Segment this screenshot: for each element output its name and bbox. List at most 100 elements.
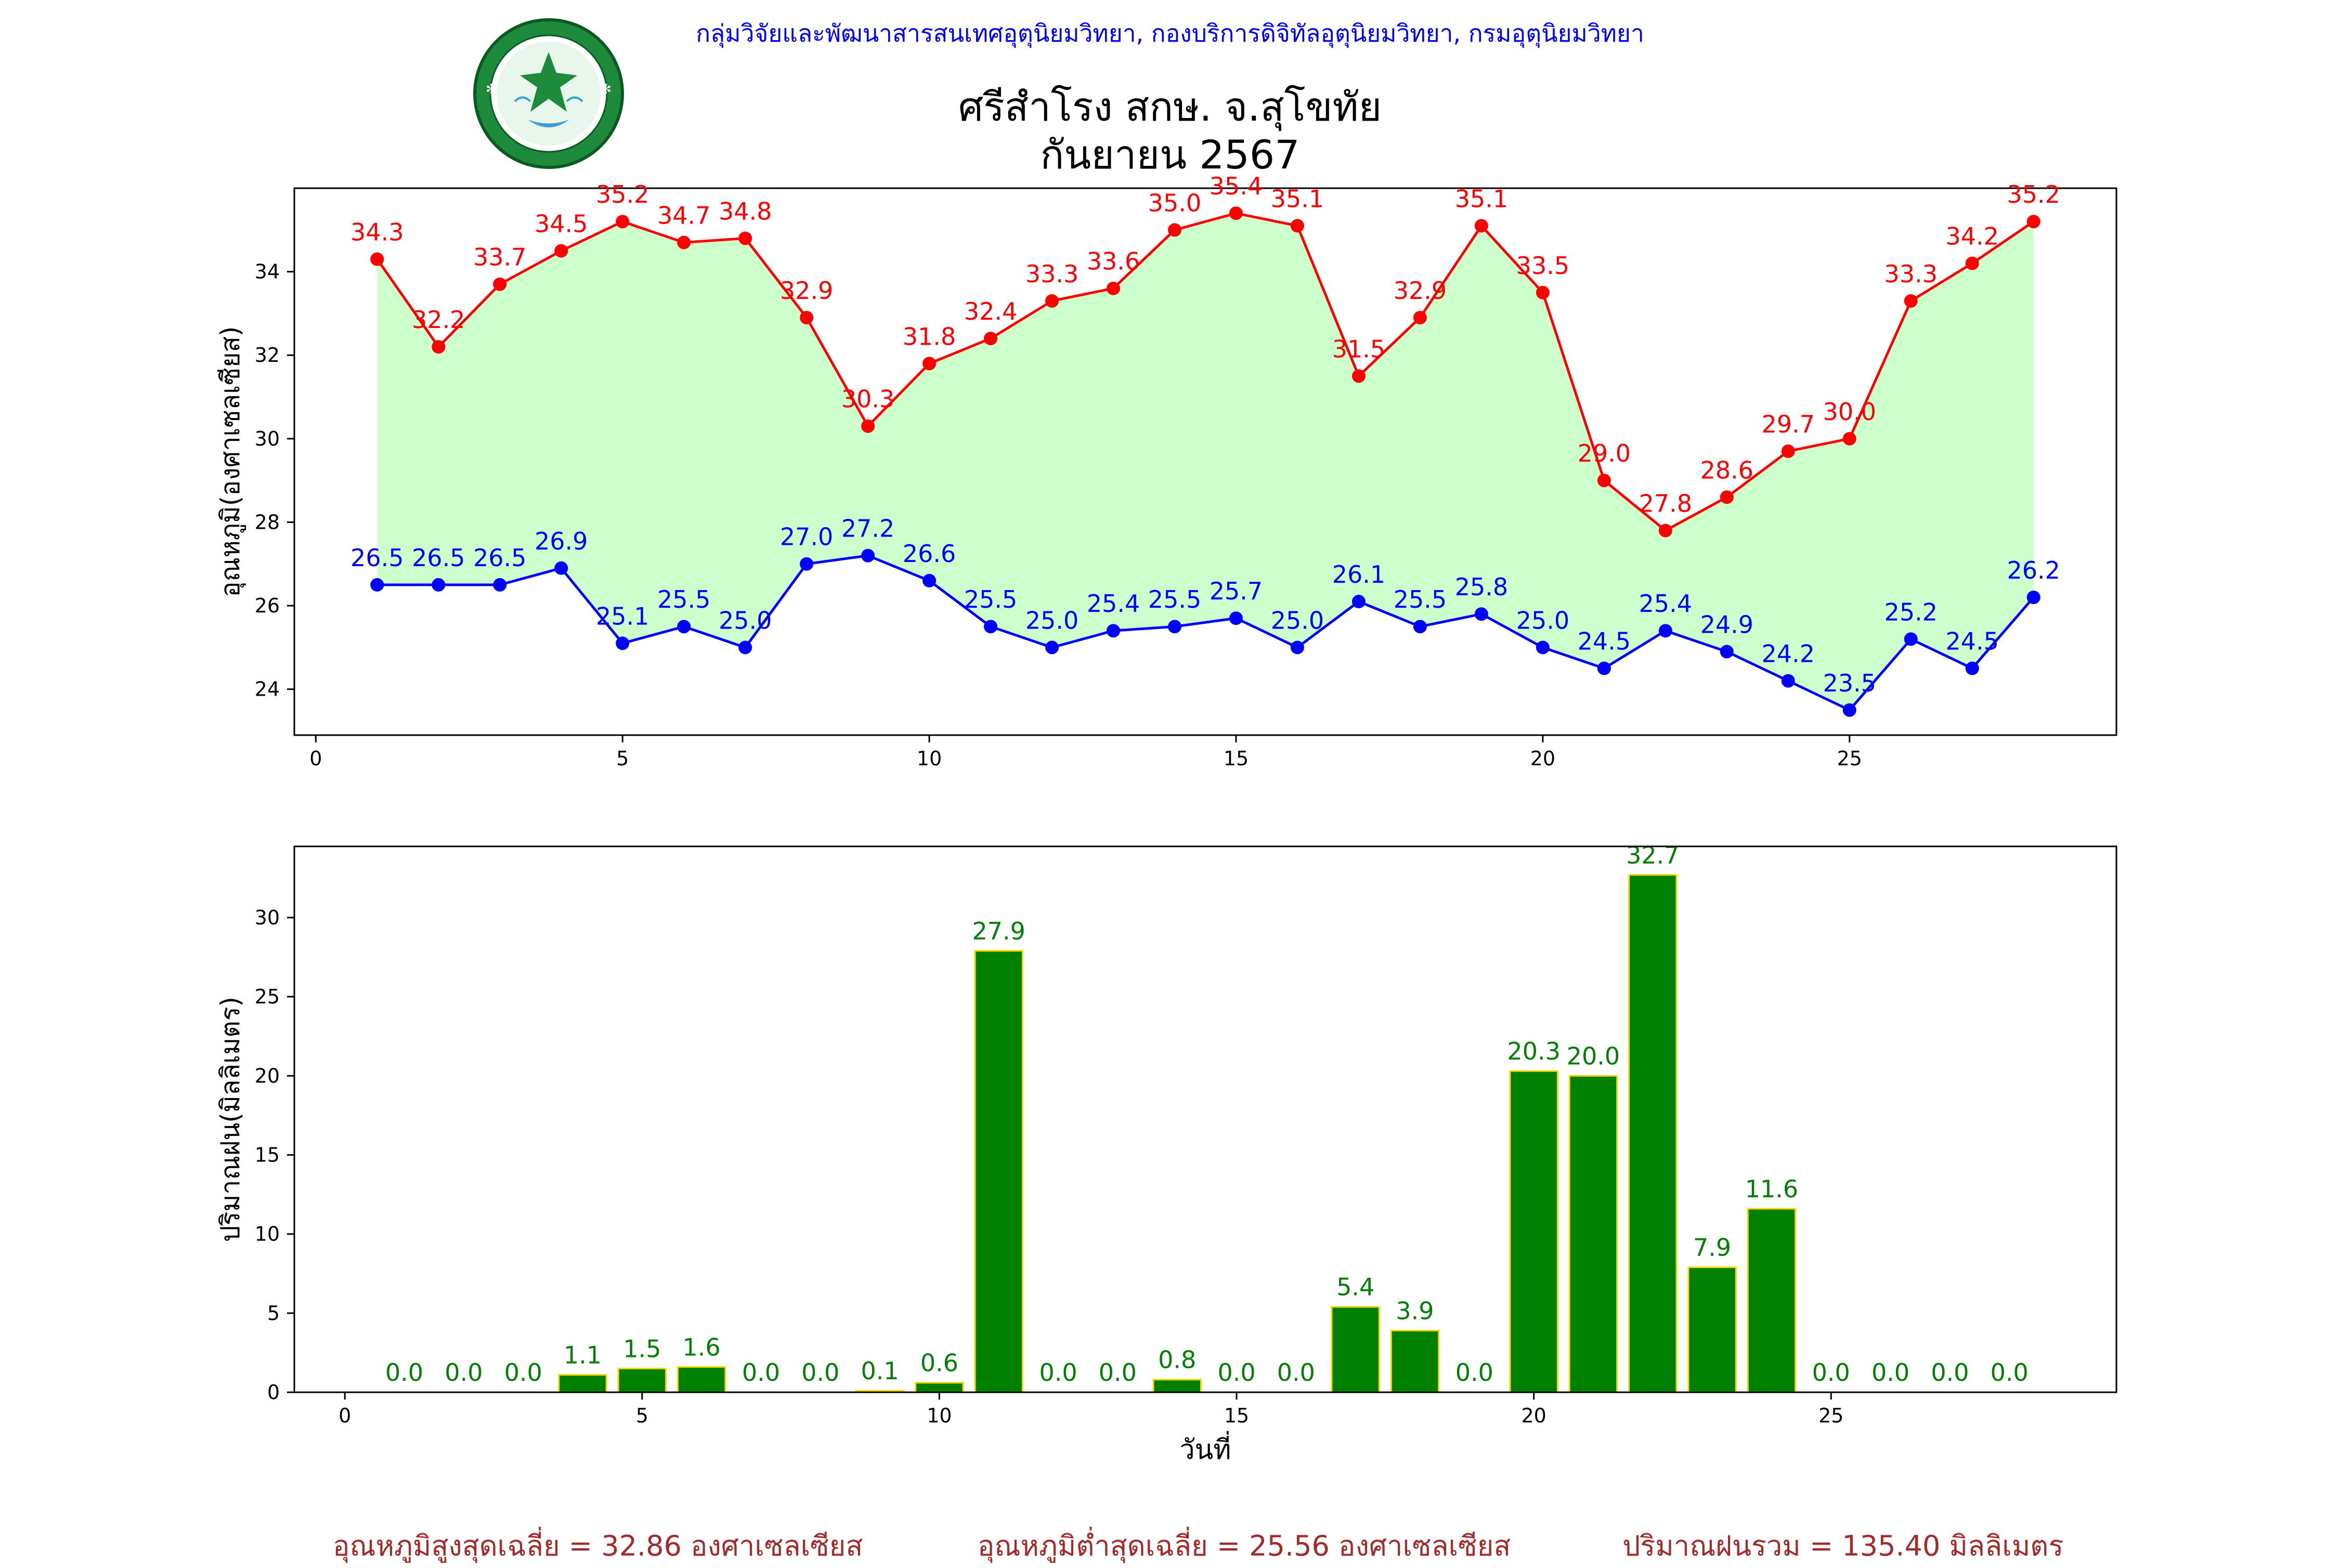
rain-bar-label: 0.1 — [861, 1357, 899, 1385]
point-min — [1045, 641, 1059, 655]
temperature-plot-frame — [293, 187, 2117, 736]
data-label-min: 25.4 — [1639, 590, 1692, 618]
y-tick-label: 30 — [255, 427, 280, 450]
rain-bar — [1509, 1070, 1558, 1393]
rain-bar-label: 27.9 — [972, 917, 1025, 945]
point-min — [1229, 611, 1243, 625]
series-line-max — [376, 212, 2035, 532]
data-label-max: 31.5 — [1332, 335, 1385, 363]
point-min — [493, 578, 507, 592]
rain-bar — [1331, 1306, 1380, 1393]
point-max — [1168, 223, 1182, 237]
point-min — [1168, 620, 1182, 634]
rain-bar-label: 0.0 — [445, 1358, 483, 1387]
point-min — [1781, 674, 1795, 688]
data-label-min: 25.0 — [719, 606, 772, 634]
rain-bar-label: 0.0 — [1812, 1358, 1850, 1387]
data-label-min: 25.5 — [964, 585, 1017, 613]
point-max — [677, 236, 691, 250]
avg-min-temp-stat: อุณหภูมิต่ำสุดเฉลี่ย = 25.56 องศาเซลเซีย… — [978, 1530, 1511, 1562]
data-label-min: 24.9 — [1700, 610, 1753, 638]
x-tick-label: 5 — [616, 747, 629, 770]
data-label-max: 32.2 — [412, 306, 465, 334]
series-line-min — [377, 554, 2035, 712]
point-min — [800, 557, 814, 571]
data-label-min: 24.2 — [1762, 640, 1815, 668]
data-label-min: 26.1 — [1332, 560, 1385, 589]
rain-bar-label: 0.6 — [920, 1349, 958, 1377]
point-max — [1107, 281, 1121, 295]
rain-bar — [1747, 1208, 1797, 1393]
point-min — [1107, 624, 1121, 638]
rain-bar-label: 1.6 — [683, 1333, 721, 1361]
chart-title-line2: กันยายน 2567 — [1040, 132, 1300, 178]
data-label-max: 30.0 — [1823, 398, 1876, 426]
rain-bar — [1628, 874, 1678, 1393]
rain-bar — [1390, 1329, 1440, 1393]
x-tick-label: 15 — [1224, 747, 1249, 770]
point-max — [1474, 219, 1488, 233]
data-label-min: 26.5 — [412, 544, 465, 572]
point-max — [1351, 369, 1366, 383]
point-min — [922, 573, 937, 587]
chart-title: ศรีสำโรง สกษ. จ.สุโขทัย กันยายน 2567 — [0, 83, 2340, 179]
point-max — [616, 215, 630, 229]
data-label-max: 33.5 — [1516, 252, 1569, 280]
rain-bar-label: 1.5 — [623, 1335, 661, 1363]
point-min — [984, 620, 998, 634]
rain-bar-label: 0.0 — [1277, 1358, 1315, 1387]
point-min — [1658, 624, 1672, 638]
point-max — [1904, 294, 1918, 308]
point-max — [370, 252, 384, 266]
data-label-max: 27.8 — [1639, 490, 1692, 518]
x-tick-label: 20 — [1521, 1404, 1546, 1427]
data-label-max: 32.4 — [964, 297, 1017, 325]
rain-bar-label: 0.0 — [1991, 1358, 2029, 1387]
data-label-max: 29.7 — [1762, 410, 1815, 438]
footer-stats: อุณหภูมิสูงสุดเฉลี่ย = 32.86 องศาเซลเซีย… — [0, 1523, 2340, 1562]
point-max — [493, 277, 507, 291]
data-label-min: 26.9 — [535, 527, 588, 555]
rain-bar-label: 0.0 — [1455, 1358, 1493, 1387]
x-tick-label: 25 — [1837, 747, 1862, 770]
data-label-min: 27.2 — [841, 515, 894, 543]
rain-bar-label: 0.0 — [742, 1358, 780, 1387]
rain-bar-label: 0.0 — [504, 1358, 542, 1387]
data-label-min: 24.5 — [1946, 628, 1999, 656]
temperature-chart: 0 5 10 15 20 25 24 26 28 30 32 34 อุณหภูมิ(องศาเซลเซ… — [215, 172, 2117, 770]
point-min — [1413, 620, 1427, 634]
point-max — [861, 419, 875, 433]
data-label-max: 35.1 — [1271, 185, 1324, 213]
point-max — [1413, 310, 1427, 324]
data-label-max: 33.3 — [1025, 260, 1078, 288]
x-tick-label: 15 — [1224, 1404, 1249, 1427]
data-label-max: 28.6 — [1700, 456, 1753, 484]
x-tick-label: 25 — [1818, 1404, 1843, 1427]
rain-bar-label: 0.0 — [801, 1358, 839, 1387]
point-max — [1720, 490, 1734, 504]
data-label-min: 25.0 — [1271, 606, 1324, 634]
data-label-min: 25.4 — [1087, 590, 1140, 618]
data-label-min: 26.2 — [2007, 556, 2060, 584]
rain-bar-label: 0.0 — [1931, 1358, 1969, 1387]
point-min — [1597, 661, 1611, 675]
temperature-y-axis-label: อุณหภูมิ(องศาเซลเซียส) — [215, 326, 246, 597]
data-label-min: 25.0 — [1025, 606, 1078, 634]
header-org-line: กลุ่มวิจัยและพัฒนาสารสนเทศอุตุนิยมวิทยา,… — [696, 19, 1644, 47]
rain-bar-label: 0.0 — [385, 1358, 423, 1387]
point-min — [1720, 645, 1734, 659]
y-tick-label: 25 — [255, 985, 280, 1008]
point-max — [800, 310, 814, 324]
data-label-min: 25.7 — [1210, 577, 1263, 605]
rain-bar — [974, 950, 1023, 1393]
point-min — [1474, 607, 1488, 621]
rain-bar-label: 0.0 — [1217, 1358, 1255, 1387]
y-tick-label: 26 — [255, 594, 280, 617]
point-min — [861, 548, 875, 563]
x-tick-label: 10 — [927, 1404, 952, 1427]
data-label-max: 35.1 — [1455, 185, 1508, 213]
rainfall-x-axis-label: วันที่ — [1179, 1431, 1231, 1466]
point-min — [2026, 590, 2040, 604]
point-max — [1842, 432, 1856, 446]
